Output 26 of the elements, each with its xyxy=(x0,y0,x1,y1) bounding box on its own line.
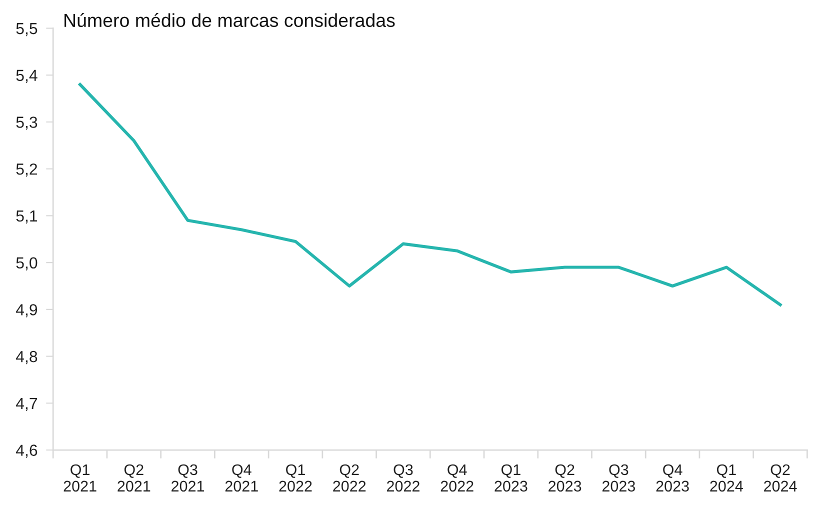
y-tick-label: 5,2 xyxy=(16,163,38,177)
x-tick-label: Q2 2021 xyxy=(118,464,150,492)
y-tick-label: 5,1 xyxy=(16,210,38,224)
y-tick-label: 4,6 xyxy=(16,444,38,458)
y-tick-label: 5,4 xyxy=(16,70,38,83)
x-tick-label: Q3 2022 xyxy=(386,464,420,492)
y-tick-label: 5,3 xyxy=(16,116,38,130)
x-tick-label: Q1 2023 xyxy=(494,464,528,492)
x-tick-label: Q2 2023 xyxy=(548,464,582,492)
line-series xyxy=(78,82,782,306)
x-tick-label: Q3 2023 xyxy=(602,464,635,492)
x-tick-label: Q1 2022 xyxy=(279,464,312,492)
y-tick-label: 4,7 xyxy=(16,398,38,411)
x-tick-label: Q4 2021 xyxy=(225,464,258,492)
x-tick-label: Q4 2023 xyxy=(656,464,689,492)
y-tick-label: 5,5 xyxy=(16,23,38,36)
y-tick-label: 5,0 xyxy=(16,257,38,270)
x-tick-label: Q3 2021 xyxy=(172,464,204,492)
x-tick-label: Q1 2024 xyxy=(710,464,743,492)
y-tick-label: 4,9 xyxy=(16,304,38,318)
chart-title: Número médio de marcas consideradas xyxy=(64,13,395,28)
x-tick-label: Q1 2021 xyxy=(64,464,96,492)
x-tick-label: Q4 2022 xyxy=(440,464,474,492)
x-tick-label: Q2 2022 xyxy=(333,464,366,492)
y-tick-label: 4,8 xyxy=(16,350,38,364)
x-tick-label: Q2 2024 xyxy=(764,464,797,492)
